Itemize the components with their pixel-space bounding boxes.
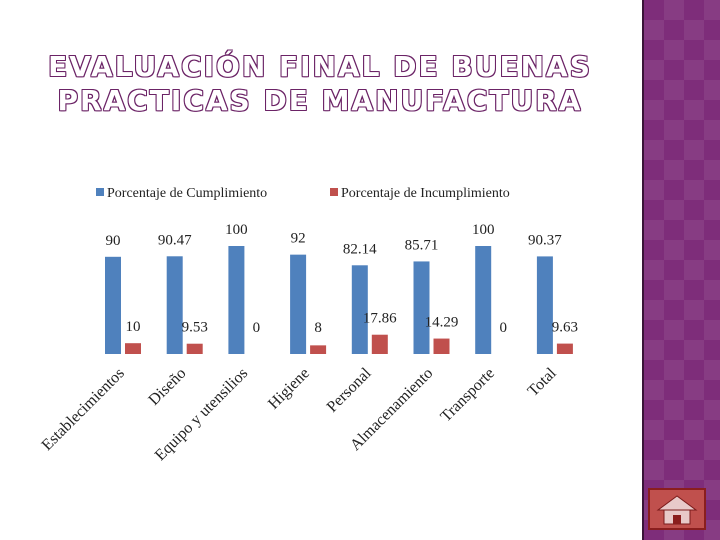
decorative-side-panel	[642, 0, 720, 540]
value-label-incumplimiento: 8	[314, 320, 322, 336]
category-label: Establecimientos	[39, 365, 128, 454]
bar-cumplimiento	[413, 261, 430, 354]
value-label-cumplimiento: 100	[225, 222, 248, 238]
category-label: Higiene	[265, 365, 313, 413]
bar-cumplimiento	[475, 246, 492, 354]
value-label-incumplimiento: 17.86	[363, 311, 397, 327]
home-button[interactable]	[648, 488, 706, 530]
category-label: Total	[525, 364, 560, 399]
category-label: Diseño	[145, 365, 189, 409]
value-label-incumplimiento: 10	[126, 319, 141, 335]
chart-value-labels: 90 10 90.47 9.53 100 0 92 8 82.14 17.86 85.71 14.29…	[106, 222, 579, 336]
bar-incumplimiento	[310, 345, 327, 354]
legend-swatch-0	[96, 188, 104, 196]
value-label-cumplimiento: 92	[291, 231, 306, 247]
value-label-incumplimiento: 9.63	[552, 320, 578, 336]
bar-incumplimiento	[556, 343, 573, 354]
bar-cumplimiento	[351, 265, 368, 354]
legend-swatch-1	[330, 188, 338, 196]
bar-incumplimiento	[125, 343, 141, 354]
bar-chart: Porcentaje de Cumplimiento Porcentaje de …	[39, 186, 579, 464]
value-label-incumplimiento: 14.29	[425, 315, 459, 331]
chart-bars	[105, 246, 573, 354]
value-label-cumplimiento: 85.71	[405, 237, 439, 253]
value-label-incumplimiento: 0	[499, 320, 507, 336]
value-label-cumplimiento: 100	[472, 222, 495, 238]
legend-label-0: Porcentaje de Cumplimiento	[107, 186, 267, 201]
bar-incumplimiento	[186, 343, 203, 354]
value-label-cumplimiento: 90.47	[158, 232, 192, 248]
value-label-cumplimiento: 82.14	[343, 241, 377, 257]
bar-cumplimiento	[105, 256, 121, 354]
home-icon	[656, 495, 698, 525]
value-label-incumplimiento: 9.53	[182, 320, 208, 336]
legend-label-1: Porcentaje de Incumplimiento	[341, 186, 510, 201]
value-label-cumplimiento: 90	[106, 233, 121, 249]
bar-incumplimiento	[371, 334, 388, 354]
bar-cumplimiento	[536, 256, 553, 354]
category-label: Transporte	[437, 365, 498, 426]
bar-cumplimiento	[228, 246, 245, 354]
category-label: Personal	[324, 364, 375, 415]
value-label-cumplimiento: 90.37	[528, 232, 562, 248]
slide-title: EVALUACIÓN FINAL DE BUENAS PRACTICAS DE …	[48, 50, 592, 117]
bar-incumplimiento	[433, 338, 450, 354]
chart-legend: Porcentaje de Cumplimiento Porcentaje de …	[96, 186, 510, 201]
bar-cumplimiento	[166, 256, 183, 354]
value-label-incumplimiento: 0	[253, 320, 261, 336]
bar-cumplimiento	[290, 254, 307, 354]
